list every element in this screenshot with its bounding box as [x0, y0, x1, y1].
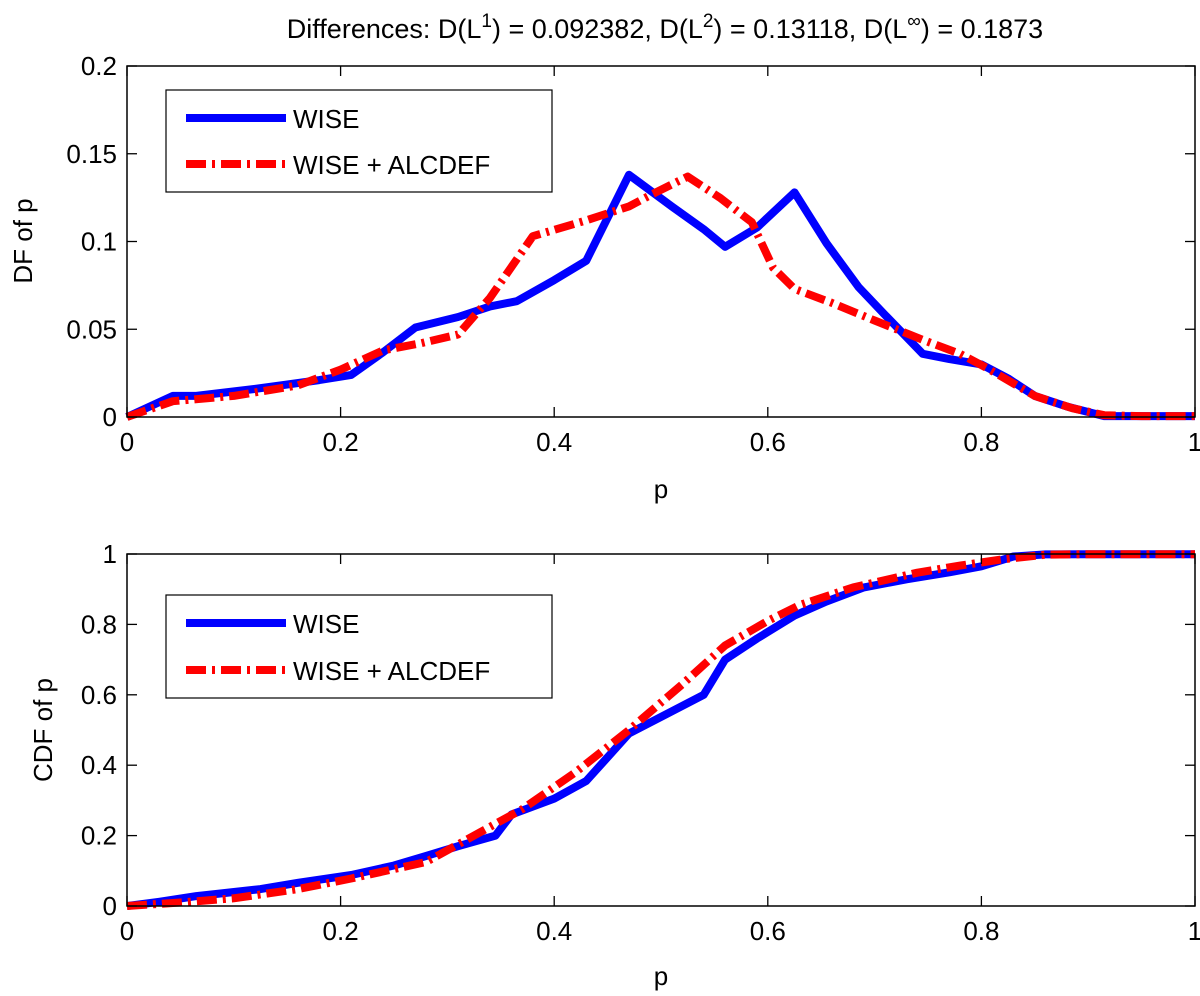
cdf-x-tick-label: 0.2 [323, 916, 359, 946]
df-x-tick-label: 0.6 [750, 427, 786, 457]
df-y-axis-label: DF of p [8, 198, 38, 283]
cdf-y-tick-label: 0.6 [81, 680, 117, 710]
df-legend-label-wise: WISE [293, 104, 359, 134]
cdf-y-tick-label: 0 [103, 891, 117, 921]
df-y-tick-label: 0.2 [81, 51, 117, 81]
df-y-tick-label: 0.05 [66, 314, 117, 344]
cdf-x-tick-label: 0.6 [750, 916, 786, 946]
title-linf-value: ) = 0.1873 [921, 14, 1043, 44]
cdf-plot: 0 0.2 0.4 0.6 0.8 100.20.40.60.81 p CDF of p … [28, 539, 1200, 991]
cdf-axes-box [126, 553, 1196, 907]
cdf-y-tick-label: 0.8 [81, 609, 117, 639]
title-l2-value: ) = 0.13118, D(L [713, 14, 907, 44]
df-x-tick-label: 0.2 [323, 427, 359, 457]
cdf-x-tick-label: 0.8 [963, 916, 999, 946]
cdf-legend-label-wise-alcdef: WISE + ALCDEF [293, 656, 490, 686]
cdf-y-axis-label: CDF of p [28, 678, 58, 782]
df-x-axis-label: p [654, 474, 668, 504]
df-x-tick-label: 0 [120, 427, 134, 457]
cdf-y-tick-label: 1 [103, 539, 117, 569]
cdf-x-tick-label: 0.4 [536, 916, 572, 946]
df-series-layer [125, 170, 1195, 421]
cdf-legend: WISE WISE + ALCDEF [165, 594, 553, 699]
df-x-tick-label: 0.8 [963, 427, 999, 457]
title-l1-value: ) = 0.092382, D(L [492, 14, 703, 44]
df-plot: 0 0.2 0.4 0.6 0.8 100.050.10.150.2 p DF of p … [8, 51, 1200, 504]
df-series-wise-alcdef-line [125, 172, 1195, 421]
cdf-series-wise-alcdef-line [126, 550, 1195, 910]
df-x-tick-label: 0.4 [536, 427, 572, 457]
cdf-series-layer [126, 550, 1195, 910]
df-ticks-layer: 0 0.2 0.4 0.6 0.8 1 0 0.05 0.1 0.15 0.2 [66, 51, 1200, 457]
title-prefix: Differences: D(L [287, 14, 482, 44]
df-legend-box [165, 89, 553, 193]
df-y-tick-label: 0.1 [81, 227, 117, 257]
df-series-wise-line [125, 170, 1195, 421]
cdf-x-axis-label: p [654, 961, 668, 991]
chart-title: Differences: D(L1) = 0.092382, D(L2) = 0… [287, 11, 1043, 44]
df-x-tick-label: 1 [1188, 427, 1200, 457]
cdf-y-tick-label: 0.2 [81, 821, 117, 851]
df-y-tick-label: 0.15 [66, 139, 117, 169]
df-legend: WISE WISE + ALCDEF [165, 89, 553, 193]
cdf-y-tick-label: 0.4 [81, 750, 117, 780]
df-y-tick-label: 0 [103, 402, 117, 432]
cdf-x-tick-label: 0 [120, 916, 134, 946]
cdf-x-tick-label: 1 [1188, 916, 1200, 946]
title-l2-superscript: 2 [703, 11, 714, 32]
df-legend-label-wise-alcdef: WISE + ALCDEF [293, 150, 490, 180]
title-linf-superscript: ∞ [907, 11, 921, 32]
cdf-legend-label-wise: WISE [293, 609, 359, 639]
title-l1-superscript: 1 [481, 11, 492, 32]
cdf-legend-box [165, 594, 553, 699]
cdf-ticks-layer: 0 0.2 0.4 0.6 0.8 1 0 0.2 0.4 0.6 0.8 1 [81, 539, 1200, 946]
